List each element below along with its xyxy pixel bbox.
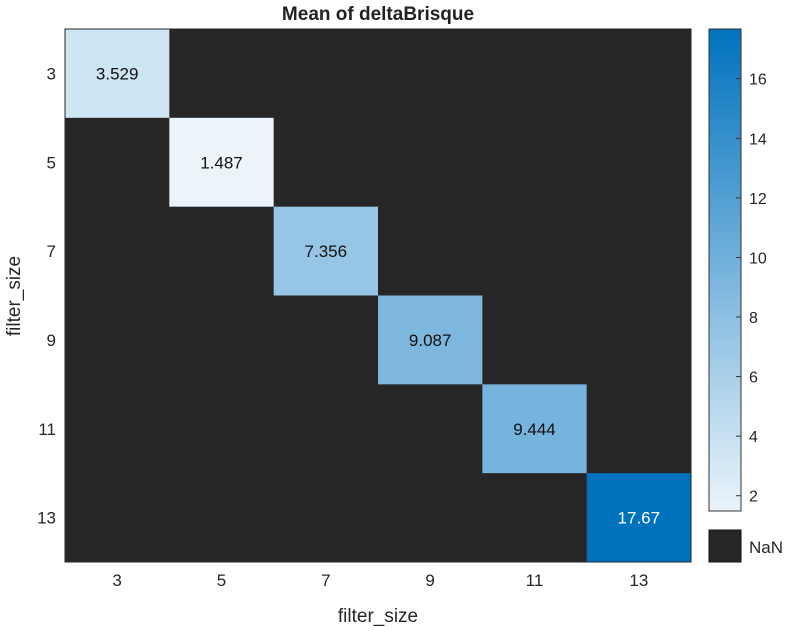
colorbar-ticks: 2 4 6 8 10 12 14 16 [736,72,767,506]
x-tick-label: 3 [112,571,121,590]
heatmap-cell [169,117,274,207]
chart-title: Mean of deltaBrisque [282,4,474,25]
x-tick-label: 7 [321,571,330,590]
colorbar-tick-label: 10 [749,250,767,267]
x-tick-label: 11 [526,571,544,590]
y-axis-label: filter_size [4,256,25,336]
cell-value-label: 9.444 [513,420,556,439]
heatmap-cell [65,29,170,118]
x-tick-label: 13 [629,571,648,590]
colorbar-tick-label: 2 [749,489,758,506]
heatmap-cell [378,295,483,385]
colorbar-gradient [708,28,742,512]
heatmap-cell [586,473,691,562]
y-tick-label: 5 [47,153,56,172]
y-tick-label: 3 [47,64,56,83]
colorbar: 2 4 6 8 10 12 14 16 NaN [708,28,783,563]
y-tick-label: 11 [38,420,56,439]
plot-border [64,28,692,563]
cell-value-label: 7.356 [305,242,348,261]
colorbar-tick-label: 16 [749,72,767,89]
colorbar-tick-label: 8 [749,310,758,327]
heatmap-cell [482,384,587,474]
nan-label: NaN [749,538,783,557]
nan-swatch [708,529,742,563]
cell-value-label: 9.087 [409,331,452,350]
colorbar-tick-label: 12 [749,191,767,208]
colorbar-tick-label: 14 [749,131,767,148]
cell-value-label: 17.67 [618,509,661,528]
y-tick-label: 9 [47,331,56,350]
y-tick-labels: 3 5 7 9 11 13 [37,64,56,527]
x-axis-label: filter_size [338,606,418,627]
x-tick-label: 9 [425,571,434,590]
x-tick-labels: 3 5 7 9 11 13 [112,571,648,590]
cell-value-label: 1.487 [200,153,243,172]
colorbar-tick-label: 4 [749,429,758,446]
x-tick-label: 5 [217,571,226,590]
y-tick-label: 13 [37,509,56,528]
colorbar-tick-label: 6 [749,370,758,387]
y-tick-label: 7 [47,242,56,261]
cell-value-label: 3.529 [96,64,139,83]
heatmap-cell [273,206,378,296]
heatmap-grid: 3.529 1.487 7.356 9.087 9.444 17.67 [64,28,692,563]
